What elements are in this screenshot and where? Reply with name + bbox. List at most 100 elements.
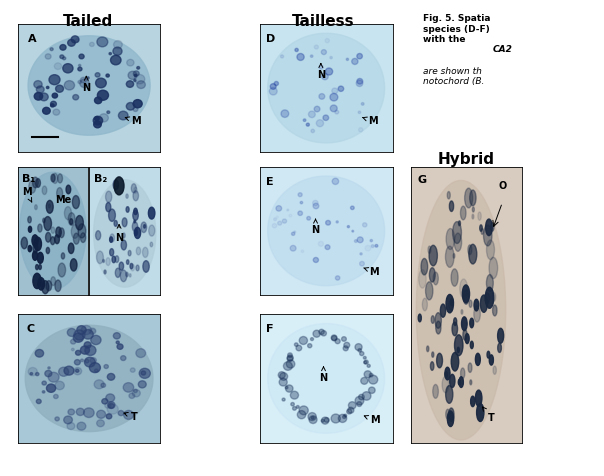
Circle shape: [485, 287, 493, 308]
Circle shape: [332, 178, 339, 185]
Circle shape: [97, 420, 104, 427]
Circle shape: [487, 351, 490, 358]
Circle shape: [300, 201, 303, 204]
Circle shape: [126, 272, 128, 277]
Circle shape: [39, 265, 42, 269]
Circle shape: [356, 80, 363, 87]
Circle shape: [52, 93, 57, 98]
Circle shape: [469, 300, 472, 307]
Circle shape: [48, 367, 50, 369]
Circle shape: [486, 240, 495, 260]
Circle shape: [121, 356, 126, 360]
Circle shape: [133, 210, 138, 220]
Text: M: M: [364, 416, 380, 426]
Circle shape: [362, 223, 367, 227]
Circle shape: [34, 80, 42, 88]
Circle shape: [45, 370, 52, 377]
Circle shape: [133, 389, 137, 393]
Circle shape: [364, 361, 367, 364]
Circle shape: [36, 399, 41, 404]
Circle shape: [471, 396, 475, 407]
Circle shape: [429, 245, 437, 266]
Circle shape: [110, 234, 115, 242]
Circle shape: [331, 335, 337, 340]
Circle shape: [149, 225, 155, 236]
Text: M: M: [22, 187, 32, 202]
Polygon shape: [25, 325, 153, 432]
Circle shape: [69, 219, 72, 225]
Circle shape: [71, 339, 76, 344]
Circle shape: [451, 269, 458, 286]
Circle shape: [459, 377, 463, 387]
Circle shape: [84, 342, 91, 348]
Circle shape: [54, 235, 59, 244]
Circle shape: [126, 260, 129, 264]
Circle shape: [85, 357, 95, 367]
Circle shape: [128, 250, 131, 256]
Circle shape: [36, 265, 38, 270]
Circle shape: [319, 329, 324, 335]
Circle shape: [463, 329, 467, 340]
Circle shape: [292, 407, 297, 410]
Circle shape: [452, 322, 458, 336]
Circle shape: [64, 80, 74, 90]
Text: N: N: [82, 77, 91, 93]
Circle shape: [97, 37, 108, 47]
Circle shape: [97, 251, 103, 264]
Circle shape: [490, 223, 494, 231]
Circle shape: [95, 231, 101, 240]
Text: O: O: [498, 181, 507, 191]
Circle shape: [53, 109, 60, 115]
Circle shape: [348, 407, 354, 413]
Circle shape: [498, 343, 501, 352]
Circle shape: [349, 402, 356, 409]
Circle shape: [101, 383, 106, 387]
Circle shape: [285, 386, 288, 389]
Circle shape: [446, 246, 454, 268]
Circle shape: [321, 419, 324, 422]
Circle shape: [270, 84, 276, 89]
Circle shape: [352, 230, 354, 232]
Circle shape: [475, 353, 480, 366]
Circle shape: [449, 408, 454, 421]
Circle shape: [343, 346, 349, 351]
Circle shape: [149, 207, 155, 219]
Circle shape: [359, 394, 364, 400]
Circle shape: [68, 213, 75, 226]
Circle shape: [323, 115, 329, 120]
Circle shape: [326, 68, 333, 75]
Circle shape: [63, 64, 73, 73]
Circle shape: [283, 362, 292, 370]
Text: B₂: B₂: [94, 174, 107, 184]
Text: T: T: [483, 407, 495, 423]
Circle shape: [129, 274, 131, 277]
Circle shape: [461, 309, 463, 314]
Circle shape: [33, 273, 41, 288]
Circle shape: [278, 372, 285, 378]
Circle shape: [122, 218, 127, 227]
Circle shape: [71, 348, 74, 351]
Circle shape: [51, 227, 54, 233]
Circle shape: [282, 219, 286, 223]
Circle shape: [458, 379, 460, 385]
Text: F: F: [266, 325, 274, 335]
Circle shape: [80, 79, 89, 88]
Circle shape: [296, 345, 302, 351]
Circle shape: [106, 74, 109, 77]
Circle shape: [335, 276, 340, 280]
Circle shape: [42, 281, 49, 294]
Circle shape: [134, 220, 135, 223]
Circle shape: [143, 261, 149, 272]
Circle shape: [422, 298, 428, 311]
Circle shape: [80, 346, 89, 354]
Circle shape: [325, 39, 329, 43]
Circle shape: [344, 342, 350, 348]
Circle shape: [64, 416, 72, 424]
Circle shape: [66, 185, 71, 194]
Circle shape: [141, 222, 147, 233]
Circle shape: [297, 53, 304, 60]
Text: N: N: [316, 64, 325, 80]
Circle shape: [79, 54, 84, 59]
Circle shape: [106, 202, 111, 212]
Circle shape: [331, 414, 341, 423]
